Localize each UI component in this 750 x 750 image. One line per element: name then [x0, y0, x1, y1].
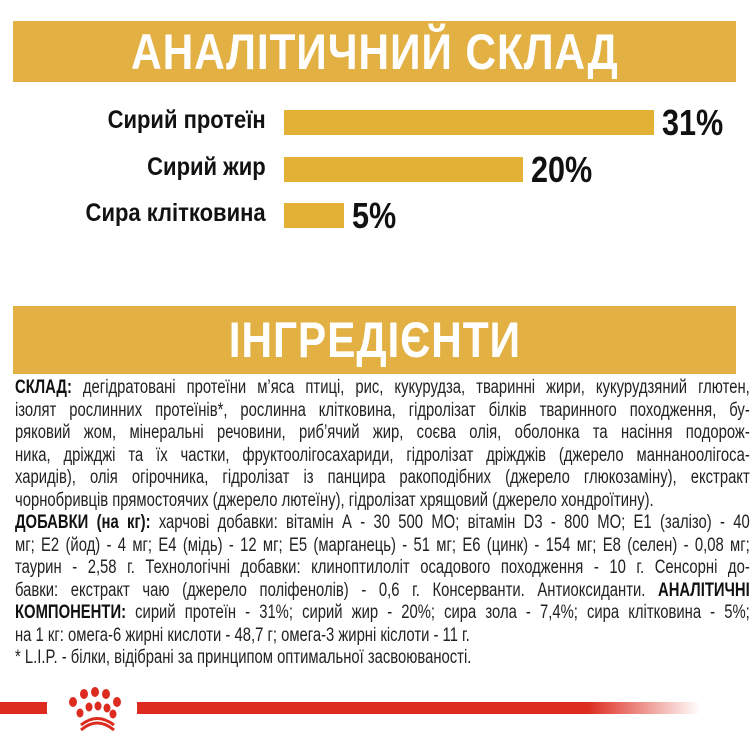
footer-line-right [137, 702, 700, 714]
ingredients-text-segment: харчові добавки: вітамін А - 30 500 МО; … [150, 512, 750, 533]
analysis-bar [284, 110, 654, 135]
analysis-label: Сирий жир [147, 153, 266, 181]
ingredients-heading: СКЛАД: [15, 377, 72, 398]
analysis-row: Сира клітковина 5% [0, 195, 750, 236]
analysis-banner: АНАЛІТИЧНИЙ СКЛАД [13, 21, 736, 82]
analysis-label: Сирий протеїн [107, 106, 266, 134]
ingredients-text-segment: мг; E2 (йод) - 4 мг; E4 (мідь) - 12 мг; … [15, 534, 750, 556]
ingredients-heading: ДОБАВКИ (на кг): [15, 512, 151, 533]
ingredients-banner: ІНГРЕДІЄНТИ [13, 306, 736, 374]
ingredients-text-segment: дегідратовані протеїни м’яса птиці, рис,… [71, 377, 750, 398]
ingredients-text-segment: * L.I.P. - білки, відібрані за принципом… [15, 647, 472, 668]
analysis-row: Сирий жир 20% [0, 149, 750, 190]
ingredients-text-segment: бавки: екстракт чаю (джерело поліфенолів… [15, 579, 659, 601]
ingredients-line: КОМПОНЕНТИ: сирий протеїн - 31%; сирий ж… [15, 602, 750, 625]
analysis-value: 31% [662, 102, 724, 143]
ingredients-text-segment: харидів), олія огірочника, гідролізат із… [15, 467, 750, 488]
analysis-value: 5% [352, 195, 397, 236]
analysis-row: Сирий протеїн 31% [0, 102, 750, 143]
royal-canin-crown-logo-icon [69, 687, 121, 732]
ingredients-line: на 1 кг: омега-6 жирні кислоти - 48,7 г;… [15, 625, 750, 648]
ingredients-line: СКЛАД: дегідратовані протеїни м’яса птиц… [15, 377, 750, 400]
analysis-value: 20% [531, 149, 593, 190]
ingredients-title: ІНГРЕДІЄНТИ [228, 312, 521, 368]
ingredients-line: ника, дріжджі та їх частки, фруктоолігос… [15, 445, 750, 468]
analysis-bar [284, 157, 523, 182]
analysis-label: Сира клітковина [85, 199, 266, 227]
analysis-title: АНАЛІТИЧНИЙ СКЛАД [130, 23, 619, 80]
ingredients-text-segment: таурин - 2,58 г. Технологічні добавки: к… [15, 557, 750, 578]
ingredients-text-segment: сирий протеїн - 31%; сирий жир - 20%; си… [126, 602, 750, 623]
ingredients-heading: КОМПОНЕНТИ: [15, 602, 127, 623]
ingredients-text-segment: ряковий жом, мінеральні речовини, риб’яч… [15, 422, 750, 443]
ingredients-heading: АНАЛІТИЧНІ [658, 579, 750, 601]
ingredients-text-segment: чорнобривців прямостоячих (джерело лютеї… [15, 489, 654, 511]
ingredients-text-segment: ника, дріжджі та їх частки, фруктоолігос… [15, 444, 750, 466]
ingredients-line: чорнобривців прямостоячих (джерело лютеї… [15, 490, 750, 513]
footer-line-left [0, 702, 47, 714]
ingredients-text-segment: на 1 кг: омега-6 жирні кислоти - 48,7 г;… [15, 624, 470, 646]
ingredients-text: СКЛАД: дегідратовані протеїни м’яса птиц… [15, 377, 750, 670]
ingredients-line: * L.I.P. - білки, відібрані за принципом… [15, 647, 750, 670]
ingredients-line: харидів), олія огірочника, гідролізат із… [15, 467, 750, 490]
ingredients-text-segment: ізолят рослинних протеїнів*, рослинна кл… [15, 399, 750, 421]
ingredients-line: ізолят рослинних протеїнів*, рослинна кл… [15, 400, 750, 423]
ingredients-line: ДОБАВКИ (на кг): харчові добавки: вітамі… [15, 512, 750, 535]
brand-footer [0, 687, 750, 732]
analysis-bar [284, 203, 344, 228]
ingredients-line: бавки: екстракт чаю (джерело поліфенолів… [15, 580, 750, 603]
ingredients-line: мг; E2 (йод) - 4 мг; E4 (мідь) - 12 мг; … [15, 535, 750, 558]
ingredients-line: ряковий жом, мінеральні речовини, риб’яч… [15, 422, 750, 445]
ingredients-line: таурин - 2,58 г. Технологічні добавки: к… [15, 557, 750, 580]
